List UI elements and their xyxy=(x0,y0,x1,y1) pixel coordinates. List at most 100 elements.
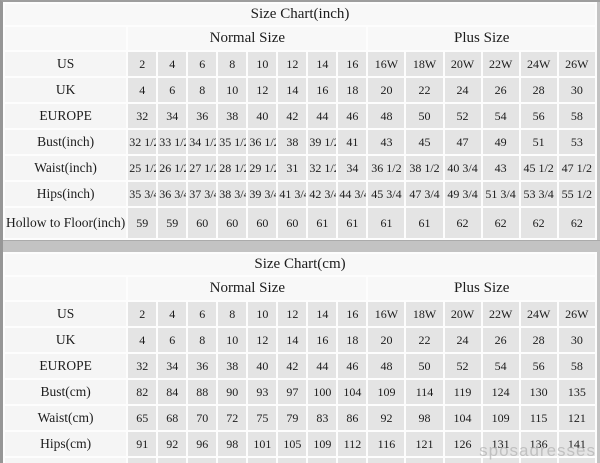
size-cell: 155 xyxy=(368,458,405,463)
table-row: US 2 4 6 8 10 12 14 16 16W 18W 20W 22W 24W 26W xyxy=(5,302,595,326)
size-cell: 18 xyxy=(338,328,367,352)
size-cell: 24 xyxy=(444,78,481,102)
size-cell: 38 1/2 xyxy=(406,156,443,180)
size-cell: 18 xyxy=(338,78,367,102)
size-cell: 112 xyxy=(338,432,367,456)
size-cell: 28 xyxy=(520,328,557,352)
size-cell: 12 xyxy=(248,328,277,352)
size-cell: 60 xyxy=(248,208,277,238)
size-cell: 61 xyxy=(308,208,337,238)
corner-cell xyxy=(5,277,127,300)
size-cell: 42 3/4 xyxy=(308,182,337,206)
size-cell: 16 xyxy=(308,78,337,102)
size-cell: 116 xyxy=(368,432,405,456)
size-cell: 58 xyxy=(558,104,595,128)
table-title: Size Chart(inch) xyxy=(5,4,595,25)
size-cell: 40 xyxy=(248,104,277,128)
size-cell: 12 xyxy=(248,78,277,102)
size-cell: 52 xyxy=(444,104,481,128)
size-cell: 104 xyxy=(444,406,481,430)
table-title-row: Size Chart(inch) xyxy=(5,4,595,25)
table-row: US 2 4 6 8 10 12 14 16 16W 18W 20W 22W 24W 26W xyxy=(5,52,595,76)
size-cell: 39 3/4 xyxy=(248,182,277,206)
size-cell: 24W xyxy=(520,302,557,326)
size-cell: 82 xyxy=(128,380,157,404)
size-cell: 36 xyxy=(188,354,217,378)
size-cell: 60 xyxy=(218,208,247,238)
size-cell: 10 xyxy=(248,52,277,76)
size-cell: 83 xyxy=(308,406,337,430)
row-label: EUROPE xyxy=(5,354,127,378)
size-cell: 28 xyxy=(520,78,557,102)
size-cell: 6 xyxy=(158,78,187,102)
size-cell: 4 xyxy=(158,302,187,326)
size-cell: 2 xyxy=(128,302,157,326)
table-row: Hollow to Floor(cm)141147150150152152155… xyxy=(5,458,595,463)
size-cell: 59 xyxy=(158,208,187,238)
size-cell: 37 3/4 xyxy=(188,182,217,206)
size-cell: 16W xyxy=(368,302,405,326)
size-cell: 155 xyxy=(308,458,337,463)
row-label: EUROPE xyxy=(5,104,127,128)
table-row: EUROPE 32 34 36 38 40 42 44 46 48 50 52 54 56 58 xyxy=(5,104,595,128)
size-cell: 65 xyxy=(128,406,157,430)
size-cell: 98 xyxy=(218,432,247,456)
size-cell: 88 xyxy=(188,380,217,404)
size-cell: 46 xyxy=(338,104,367,128)
size-cell: 36 1/2 xyxy=(368,156,405,180)
size-cell: 50 xyxy=(406,354,443,378)
corner-cell xyxy=(5,27,127,50)
size-cell: 47 xyxy=(444,130,481,154)
plus-size-header: Plus Size xyxy=(368,277,595,300)
size-cell: 49 3/4 xyxy=(444,182,481,206)
size-cell: 10 xyxy=(218,328,247,352)
size-cell: 8 xyxy=(218,302,247,326)
size-cell: 32 xyxy=(128,104,157,128)
size-cell: 96 xyxy=(188,432,217,456)
size-cell: 45 1/2 xyxy=(520,156,557,180)
row-label: Waist(inch) xyxy=(5,156,127,180)
size-cell: 34 1/2 xyxy=(188,130,217,154)
size-cell: 22 xyxy=(406,78,443,102)
size-cell: 35 3/4 xyxy=(128,182,157,206)
size-cell: 14 xyxy=(278,328,307,352)
size-cell: 27 1/2 xyxy=(188,156,217,180)
size-cell: 51 3/4 xyxy=(482,182,519,206)
size-cell: 41 3/4 xyxy=(278,182,307,206)
size-cell: 61 xyxy=(338,208,367,238)
size-cell: 38 xyxy=(278,130,307,154)
size-cell: 30 xyxy=(558,78,595,102)
size-cell: 26W xyxy=(558,302,595,326)
size-cell: 158 xyxy=(482,458,519,463)
size-cell: 22W xyxy=(482,302,519,326)
size-cell: 8 xyxy=(188,328,217,352)
size-cell: 8 xyxy=(188,78,217,102)
size-cell: 48 xyxy=(368,104,405,128)
size-cell: 22W xyxy=(482,52,519,76)
size-table-inch: Size Chart(inch) Normal Size Plus Size US 2 4… xyxy=(3,2,597,240)
table-row: UK 4 6 8 10 12 14 16 18 20 22 24 26 28 30 xyxy=(5,78,595,102)
row-label: Waist(cm) xyxy=(5,406,127,430)
size-cell: 34 xyxy=(158,104,187,128)
size-cell: 158 xyxy=(444,458,481,463)
size-cell: 97 xyxy=(278,380,307,404)
table-row: Hips(cm) 91 92 96 98 101 105 109 112 116 121 126 131… xyxy=(5,432,595,456)
size-cell: 36 xyxy=(188,104,217,128)
size-cell: 44 xyxy=(308,104,337,128)
size-cell: 26 1/2 xyxy=(158,156,187,180)
size-cell: 45 xyxy=(406,130,443,154)
size-cell: 119 xyxy=(444,380,481,404)
size-cell: 60 xyxy=(278,208,307,238)
size-cell: 14 xyxy=(278,78,307,102)
size-cell: 46 xyxy=(338,354,367,378)
size-cell: 34 xyxy=(158,354,187,378)
size-cell: 14 xyxy=(308,302,337,326)
size-cell: 25 1/2 xyxy=(128,156,157,180)
size-cell: 121 xyxy=(406,432,443,456)
size-cell: 43 xyxy=(482,156,519,180)
size-cell: 20W xyxy=(444,302,481,326)
size-cell: 158 xyxy=(520,458,557,463)
size-cell: 29 1/2 xyxy=(248,156,277,180)
table-row: UK 4 6 8 10 12 14 16 18 20 22 24 26 28 30 xyxy=(5,328,595,352)
